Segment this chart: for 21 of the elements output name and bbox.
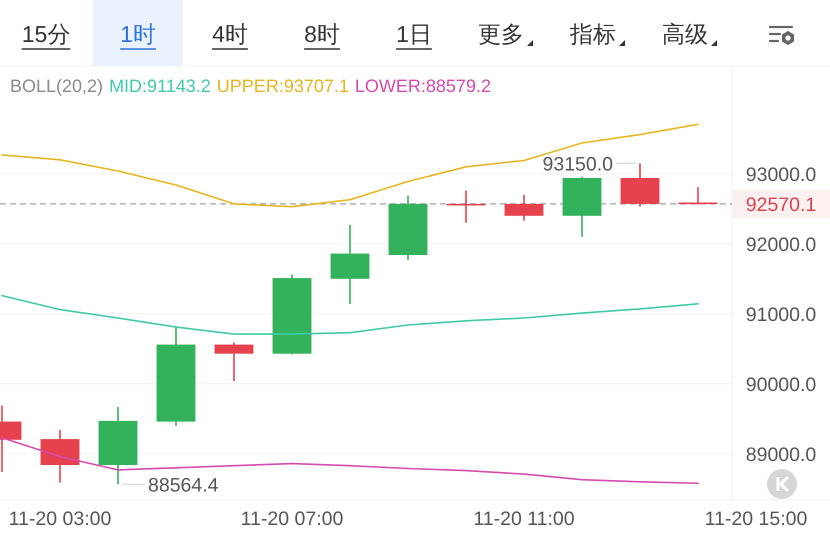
- text: 8时: [304, 21, 340, 47]
- annotation: 93150.0: [542, 153, 614, 176]
- x-tick-label: 11-20 11:00: [473, 508, 575, 530]
- text: 1时: [120, 21, 156, 47]
- text: 更多: [478, 21, 524, 47]
- legend: BOLL(20,2) MID:91143.2 UPPER:93707.1 LOWER:88579.2: [10, 76, 491, 96]
- y-tick-label: 90000.0: [746, 374, 816, 396]
- x-tick-label: 11-20 03:00: [8, 508, 112, 530]
- y-tick-label: 93000.0: [746, 164, 816, 186]
- x-tick-label: 11-20 07:00: [240, 508, 344, 530]
- annotation: 88564.4: [148, 474, 219, 496]
- y-tick-label: 91000.0: [746, 304, 816, 326]
- text: 1日: [396, 21, 432, 47]
- text: 指标: [569, 21, 616, 47]
- y-tick-label: 92000.0: [746, 234, 816, 256]
- x-tick-label: 11-20 15:00: [704, 508, 808, 530]
- y-tick-label: 89000.0: [746, 444, 816, 466]
- text: 4时: [212, 21, 248, 47]
- text: 15分: [22, 21, 70, 47]
- text: 92570.1: [746, 194, 816, 216]
- text: 高级: [662, 21, 708, 47]
